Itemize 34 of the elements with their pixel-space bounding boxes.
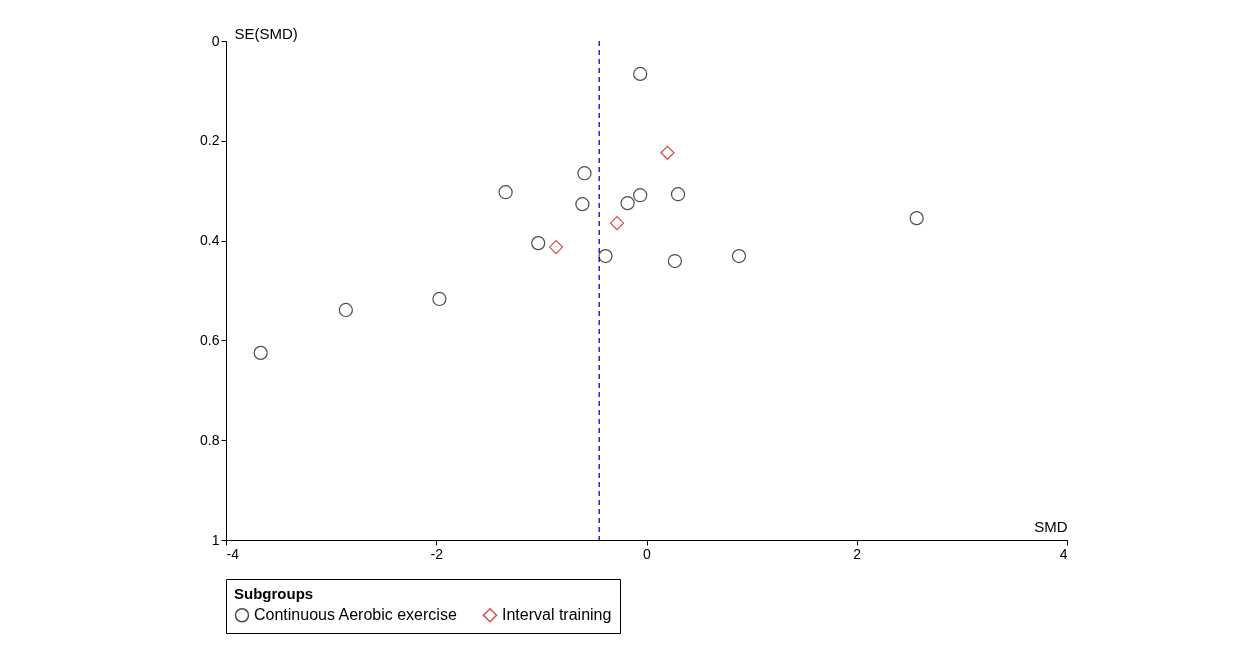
legend-title: Subgroups xyxy=(234,585,314,602)
point xyxy=(577,166,592,181)
y-tick-label: 1 xyxy=(211,531,220,548)
point xyxy=(575,197,590,212)
x-tick-label: -2 xyxy=(430,545,444,562)
point xyxy=(531,235,546,251)
point xyxy=(667,253,682,269)
y-axis-title: SE(SMD) xyxy=(234,24,298,42)
y-tick-label: 0.8 xyxy=(200,431,220,448)
point xyxy=(670,187,686,202)
legend-label: Continuous Aerobic exercise xyxy=(254,606,457,624)
y-tick-label: 0 xyxy=(211,32,220,49)
point xyxy=(731,248,747,264)
point xyxy=(338,302,353,318)
x-tick-label: 2 xyxy=(853,545,862,562)
point xyxy=(432,291,447,307)
point xyxy=(660,145,675,160)
y-tick-label: 0.6 xyxy=(200,331,220,348)
point xyxy=(498,185,513,200)
point xyxy=(633,188,648,203)
point xyxy=(633,66,648,82)
x-tick-label: 0 xyxy=(643,545,652,562)
y-tick-label: 0.2 xyxy=(200,132,220,149)
legend-label: Interval training xyxy=(502,606,612,624)
point xyxy=(598,248,613,264)
point xyxy=(548,239,564,255)
y-tick-label: 0.4 xyxy=(200,232,220,249)
point xyxy=(609,216,625,231)
point xyxy=(620,196,635,211)
point xyxy=(253,345,268,360)
point xyxy=(909,211,924,226)
x-tick-label: -4 xyxy=(226,545,240,562)
x-axis-title: SMD xyxy=(1034,517,1068,535)
x-tick-label: 4 xyxy=(1059,545,1068,562)
